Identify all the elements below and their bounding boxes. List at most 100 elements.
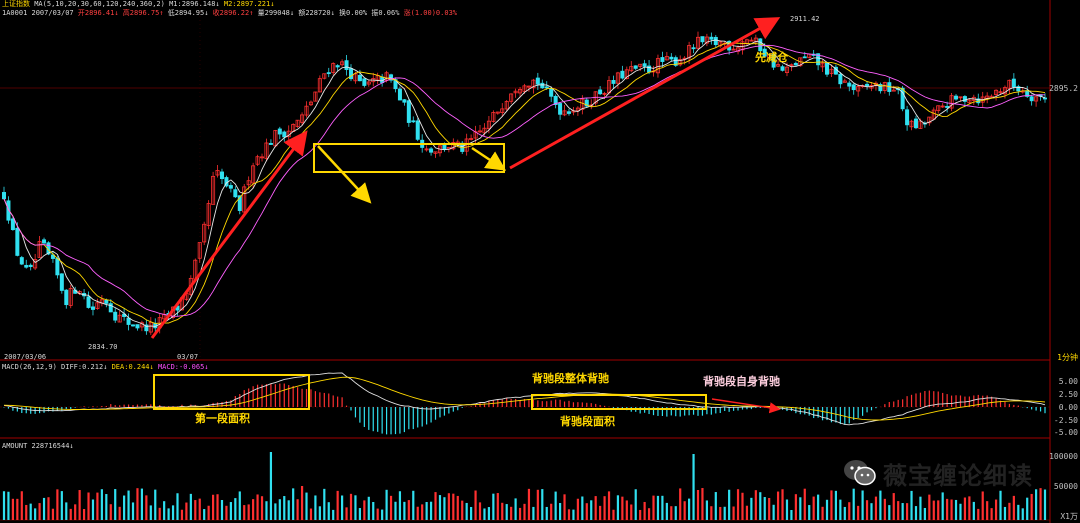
candle [615,72,620,84]
candle [1011,78,1016,88]
candle [655,58,660,74]
up-trend-arrow-2 [509,17,781,170]
candle [411,120,416,123]
header1-item-2: M1:2896.148↓ [169,0,224,8]
candle [531,79,536,89]
candle [300,114,305,123]
candle [816,53,821,66]
candle [994,89,999,95]
header2-item-4: 收2896.22↑ [212,9,258,17]
candle [500,108,505,113]
candle [2,192,7,200]
candle [704,36,709,44]
candle [331,63,336,73]
candle [566,111,571,114]
candle [931,109,936,120]
header2-item-7: 换0.00% [339,9,372,17]
candle [624,69,629,79]
macd-item-1: DIFF:0.212↓ [61,363,112,371]
candle [233,189,238,198]
candle [326,72,331,75]
watermark-text: 薇宝缠论细读 [883,461,1033,490]
candle [598,89,603,95]
candle [308,101,313,106]
candle [526,85,531,88]
macd-scale-2-5: 2.50 [1058,390,1078,399]
down-arrow-2 [471,146,507,171]
candle [998,91,1003,94]
candle [113,311,118,321]
candle [362,78,367,86]
candle [513,90,518,94]
candle [6,200,11,221]
candle [789,64,794,67]
candle [1043,97,1048,100]
down-arrow-1 [317,145,372,204]
macd-item-0: MACD(26,12,9) [2,363,62,371]
candle [357,75,362,82]
header1-item-3: M2:2897.221↓ [223,0,275,8]
period-label[interactable]: 1分钟 [1057,353,1078,362]
candle [780,66,785,71]
candle [713,36,718,46]
candle [104,299,109,304]
candle [954,95,959,100]
candle [495,111,500,114]
candle [68,288,73,306]
candle [749,39,754,42]
header2-item-1: 开2896.41↓ [77,9,123,17]
candle [1029,96,1034,102]
candle [108,303,113,313]
candle [638,63,643,67]
up-trend-arrow-1 [150,130,308,339]
candle [1016,86,1021,92]
candle [33,259,38,269]
candle [535,77,540,85]
candle [718,41,723,47]
consolidation-box [313,143,505,173]
candle [842,80,847,83]
candle [219,171,224,180]
header1-item-0: 上证指数 [2,0,35,8]
first-area-box [153,374,310,410]
candle [264,142,269,159]
candle [277,128,282,135]
candle [825,62,830,75]
candle [558,103,563,115]
candle [42,239,47,244]
diff-line [3,372,1046,426]
candle [335,65,340,68]
candle [784,66,789,73]
candle [237,195,242,211]
candle [802,56,807,59]
amount-header: AMOUNT 228716544↓ [2,442,74,451]
candle [268,142,273,145]
candle [242,186,247,213]
header-line-1: 上证指数 MA(5,10,20,30,60,120,240,360,2) M1:… [2,0,274,9]
watermark: 薇宝缠论细读 [843,458,1033,490]
candle [562,110,567,116]
candle [945,106,950,108]
candle [736,47,741,52]
candle [64,289,69,306]
candle [687,45,692,59]
divergence-area-box [531,394,707,410]
date-label: 2007/03/06 [4,353,47,361]
candle [135,324,140,329]
candle [544,86,549,89]
candle [678,59,683,66]
candle [696,36,701,49]
candle [909,120,914,128]
candle [424,148,429,151]
candle [313,91,318,102]
candle [202,223,207,243]
candle [86,296,91,308]
candle [518,88,523,94]
candle [522,85,527,92]
candle [575,107,580,112]
current-price-label: 2895.2 [1049,84,1078,93]
candle [126,317,131,325]
candle [282,131,287,138]
candle [509,93,514,102]
